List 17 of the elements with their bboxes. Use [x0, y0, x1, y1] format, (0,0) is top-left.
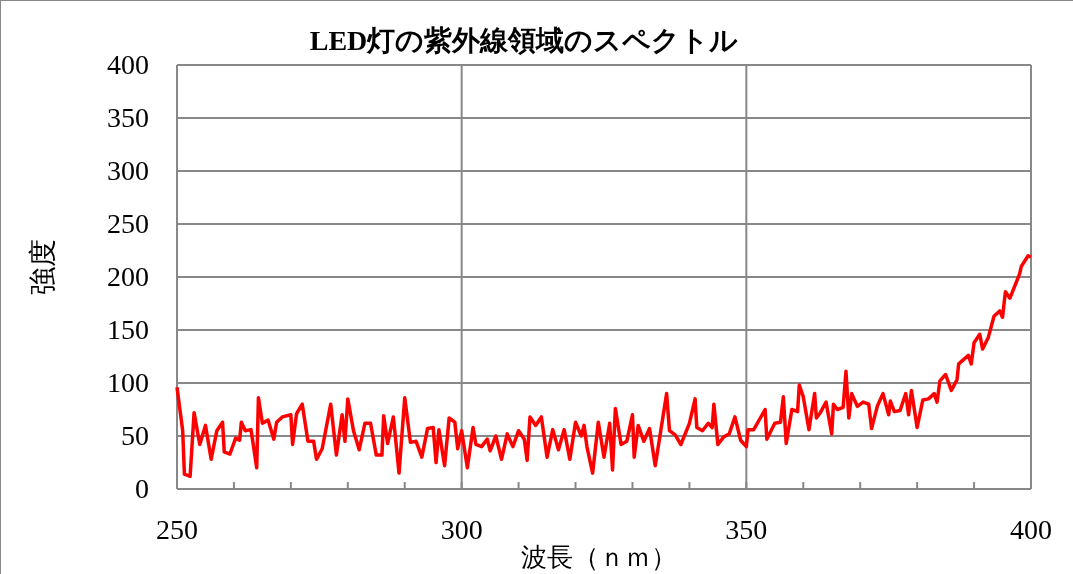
y-tick-label: 200 — [107, 261, 149, 292]
y-tick-label: 100 — [107, 367, 149, 398]
y-tick-label: 400 — [107, 49, 149, 80]
x-tick-label: 350 — [725, 514, 768, 545]
x-tick-label: 300 — [440, 514, 483, 545]
y-tick-label: 50 — [121, 420, 149, 451]
y-tick-label: 300 — [107, 155, 149, 186]
chart-title: LED灯の紫外線領域のスペクトル — [309, 25, 739, 56]
y-tick-label: 350 — [107, 102, 149, 133]
x-tick-label: 400 — [1010, 514, 1052, 545]
x-tick-label: 250 — [156, 514, 198, 545]
y-tick-label: 0 — [135, 473, 149, 504]
y-axis-title: 強度 — [27, 239, 58, 295]
line-series — [175, 254, 1033, 479]
y-tick-label: 150 — [107, 314, 149, 345]
x-axis-title: 波長（ｎｍ） — [521, 543, 677, 572]
y-tick-label: 250 — [107, 208, 149, 239]
